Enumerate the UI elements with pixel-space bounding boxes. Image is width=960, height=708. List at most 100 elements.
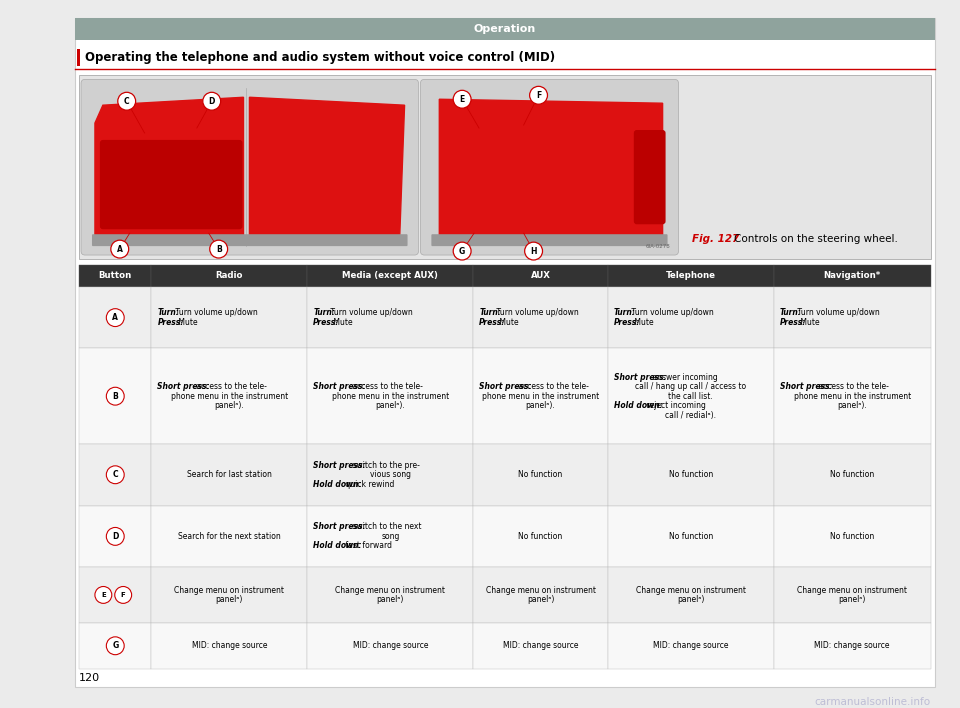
Text: Press:: Press: (613, 318, 640, 327)
FancyBboxPatch shape (152, 444, 307, 506)
Text: C: C (112, 470, 118, 479)
Text: access to the tele-: access to the tele- (194, 382, 267, 392)
Text: quick rewind: quick rewind (344, 480, 395, 489)
Circle shape (453, 242, 471, 260)
FancyBboxPatch shape (75, 18, 934, 687)
Text: Telephone: Telephone (666, 271, 716, 280)
Text: panelᵃ): panelᵃ) (838, 595, 866, 604)
FancyBboxPatch shape (608, 506, 774, 567)
Text: H: H (530, 246, 537, 256)
FancyBboxPatch shape (473, 622, 608, 669)
FancyBboxPatch shape (307, 622, 473, 669)
Text: Press:: Press: (313, 318, 340, 327)
Text: Press:: Press: (157, 318, 183, 327)
Text: Turn:: Turn: (613, 309, 636, 317)
Text: Change menu on instrument: Change menu on instrument (175, 586, 284, 595)
Text: Short press:: Short press: (157, 382, 210, 392)
Text: B: B (216, 244, 222, 253)
FancyBboxPatch shape (608, 348, 774, 444)
Text: reject incoming: reject incoming (644, 401, 706, 410)
Circle shape (209, 240, 228, 258)
FancyBboxPatch shape (79, 287, 152, 348)
Text: Turn:: Turn: (157, 309, 180, 317)
Text: 120: 120 (79, 673, 100, 683)
FancyBboxPatch shape (774, 348, 930, 444)
Text: Search for last station: Search for last station (187, 470, 272, 479)
Text: switch to the next: switch to the next (349, 523, 421, 532)
Text: AUX: AUX (531, 271, 550, 280)
FancyBboxPatch shape (473, 444, 608, 506)
Text: Operating the telephone and audio system without voice control (MID): Operating the telephone and audio system… (85, 51, 555, 64)
FancyBboxPatch shape (774, 506, 930, 567)
Text: Mute: Mute (632, 318, 654, 327)
FancyBboxPatch shape (75, 18, 934, 40)
Text: No function: No function (830, 470, 875, 479)
Text: A: A (117, 244, 123, 253)
Text: fast forward: fast forward (344, 542, 393, 550)
FancyBboxPatch shape (634, 130, 665, 224)
FancyBboxPatch shape (473, 348, 608, 444)
FancyBboxPatch shape (152, 622, 307, 669)
Text: phone menu in the instrument: phone menu in the instrument (171, 392, 288, 401)
FancyBboxPatch shape (774, 622, 930, 669)
FancyBboxPatch shape (79, 348, 152, 444)
Text: No function: No function (669, 470, 713, 479)
Text: carmanualsonline.info: carmanualsonline.info (814, 697, 930, 707)
Polygon shape (250, 97, 404, 239)
FancyBboxPatch shape (307, 444, 473, 506)
FancyBboxPatch shape (774, 265, 930, 287)
Text: MID: change source: MID: change source (814, 641, 890, 650)
Text: phone menu in the instrument: phone menu in the instrument (482, 392, 599, 401)
Text: Press:: Press: (780, 318, 806, 327)
Circle shape (530, 86, 547, 104)
Text: panelᵃ): panelᵃ) (376, 595, 404, 604)
Text: D: D (208, 97, 215, 105)
FancyBboxPatch shape (473, 287, 608, 348)
Text: Mute: Mute (176, 318, 197, 327)
Text: song: song (381, 532, 399, 541)
Text: MID: change source: MID: change source (503, 641, 578, 650)
FancyBboxPatch shape (77, 49, 80, 67)
FancyBboxPatch shape (79, 76, 930, 259)
Text: E: E (460, 95, 465, 104)
Circle shape (107, 527, 124, 545)
Text: No function: No function (830, 532, 875, 541)
FancyBboxPatch shape (307, 265, 473, 287)
Text: 6IA-0278: 6IA-0278 (646, 244, 670, 249)
Text: access to the tele-: access to the tele- (349, 382, 422, 392)
FancyBboxPatch shape (307, 287, 473, 348)
Text: Hold down:: Hold down: (613, 401, 662, 410)
Text: MID: change source: MID: change source (653, 641, 729, 650)
Circle shape (110, 240, 129, 258)
Circle shape (107, 466, 124, 484)
FancyBboxPatch shape (431, 234, 667, 246)
Text: access to the tele-: access to the tele- (816, 382, 889, 392)
Circle shape (107, 309, 124, 326)
Text: No function: No function (518, 532, 563, 541)
Text: E: E (101, 592, 106, 598)
FancyBboxPatch shape (608, 287, 774, 348)
Text: Turn:: Turn: (479, 309, 501, 317)
Text: Hold down:: Hold down: (313, 542, 362, 550)
Text: the call list.: the call list. (668, 392, 713, 401)
Polygon shape (95, 97, 244, 243)
Text: Short press:: Short press: (613, 373, 666, 382)
Text: Navigation*: Navigation* (824, 271, 881, 280)
FancyBboxPatch shape (473, 567, 608, 622)
FancyBboxPatch shape (608, 567, 774, 622)
FancyBboxPatch shape (307, 348, 473, 444)
FancyBboxPatch shape (79, 567, 152, 622)
Polygon shape (440, 99, 662, 235)
FancyBboxPatch shape (152, 506, 307, 567)
Text: panelᵃ).: panelᵃ). (837, 401, 867, 410)
FancyBboxPatch shape (473, 506, 608, 567)
FancyBboxPatch shape (774, 567, 930, 622)
FancyBboxPatch shape (774, 287, 930, 348)
Text: panelᵃ).: panelᵃ). (375, 401, 405, 410)
Circle shape (115, 586, 132, 603)
Text: Turn volume up/down: Turn volume up/down (795, 309, 879, 317)
Text: Change menu on instrument: Change menu on instrument (335, 586, 445, 595)
FancyBboxPatch shape (79, 444, 152, 506)
Text: F: F (121, 592, 126, 598)
Text: panelᵃ): panelᵃ) (677, 595, 705, 604)
